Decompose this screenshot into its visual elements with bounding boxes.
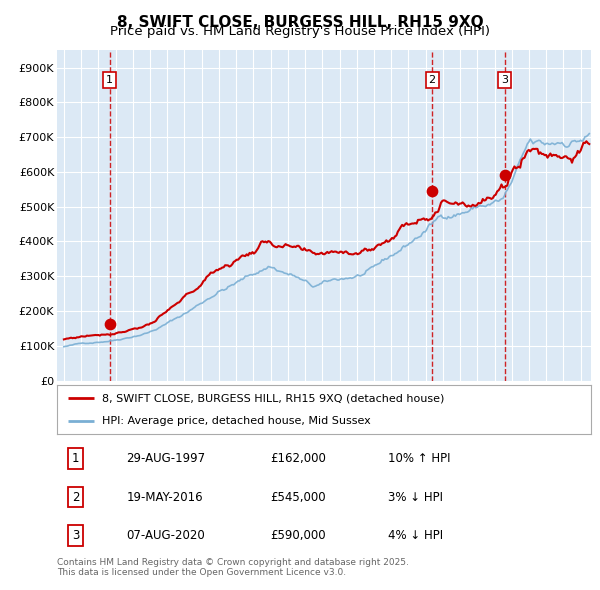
Text: 8, SWIFT CLOSE, BURGESS HILL, RH15 9XQ: 8, SWIFT CLOSE, BURGESS HILL, RH15 9XQ: [116, 15, 484, 30]
Text: 1: 1: [106, 75, 113, 85]
Text: 4% ↓ HPI: 4% ↓ HPI: [388, 529, 443, 542]
Text: £590,000: £590,000: [271, 529, 326, 542]
Text: 3: 3: [72, 529, 79, 542]
Text: 2: 2: [72, 490, 79, 504]
Text: Contains HM Land Registry data © Crown copyright and database right 2025.
This d: Contains HM Land Registry data © Crown c…: [57, 558, 409, 577]
Text: HPI: Average price, detached house, Mid Sussex: HPI: Average price, detached house, Mid …: [103, 415, 371, 425]
Text: 1: 1: [72, 452, 79, 466]
Text: £545,000: £545,000: [271, 490, 326, 504]
Text: Price paid vs. HM Land Registry's House Price Index (HPI): Price paid vs. HM Land Registry's House …: [110, 25, 490, 38]
Text: 3: 3: [501, 75, 508, 85]
Text: 29-AUG-1997: 29-AUG-1997: [127, 452, 206, 466]
Text: 10% ↑ HPI: 10% ↑ HPI: [388, 452, 451, 466]
Text: 19-MAY-2016: 19-MAY-2016: [127, 490, 203, 504]
Point: [105, 320, 115, 329]
Text: 3% ↓ HPI: 3% ↓ HPI: [388, 490, 443, 504]
Text: 2: 2: [428, 75, 436, 85]
Point: [500, 171, 509, 180]
Text: 07-AUG-2020: 07-AUG-2020: [127, 529, 205, 542]
Text: 8, SWIFT CLOSE, BURGESS HILL, RH15 9XQ (detached house): 8, SWIFT CLOSE, BURGESS HILL, RH15 9XQ (…: [103, 394, 445, 404]
Point: [427, 186, 437, 196]
Text: £162,000: £162,000: [271, 452, 326, 466]
